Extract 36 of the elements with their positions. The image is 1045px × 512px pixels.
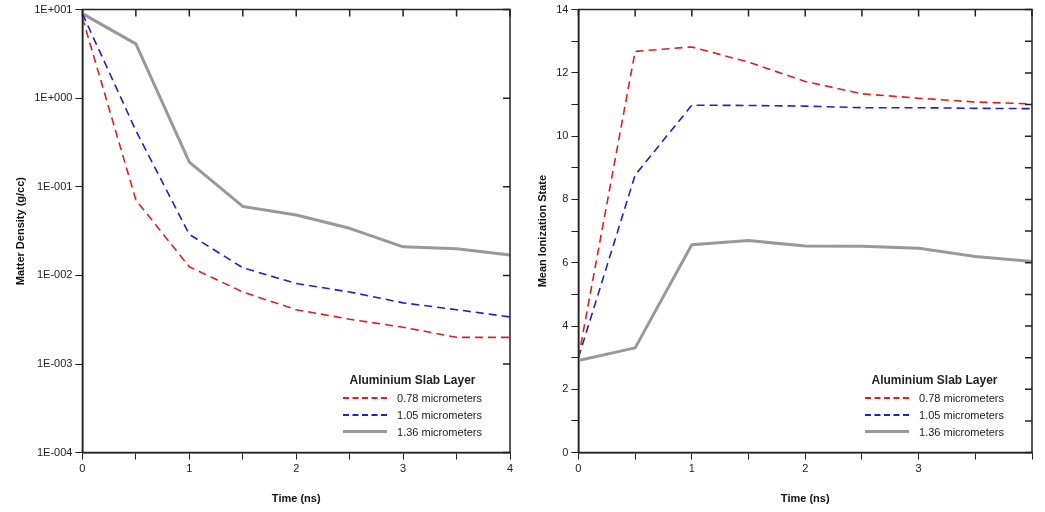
y-tick-label: 8 (562, 192, 569, 205)
x-tick-label: 3 (915, 462, 922, 475)
x-axis-title: Time (ns) (780, 492, 830, 505)
y-axis-title: Matter Density (g/cc) (13, 176, 26, 286)
x-tick-label: 3 (400, 462, 407, 475)
y-tick-label: 1E-001 (36, 179, 73, 192)
legend-title: Aluminium Slab Layer (348, 373, 477, 387)
line-series (578, 104, 1032, 359)
legend-label: 1.05 micrometers (919, 408, 1004, 421)
x-tick-label: 1 (186, 462, 193, 475)
x-tick-label: 2 (802, 462, 809, 475)
y-tick-label: 12 (556, 65, 569, 78)
y-tick-label: 2 (562, 382, 569, 395)
y-tick-label: 1E-003 (36, 357, 73, 370)
y-axis-title: Mean Ionization State (535, 174, 548, 288)
legend-label: 0.78 micrometers (397, 391, 482, 404)
x-tick-label: 0 (575, 462, 582, 475)
y-tick-label: 1E-004 (36, 445, 73, 458)
x-axis-title: Time (ns) (271, 492, 321, 505)
legend-label: 1.36 micrometers (397, 425, 482, 438)
legend-label: 1.05 micrometers (397, 408, 482, 421)
x-tick-label: 0 (79, 462, 86, 475)
legend-title: Aluminium Slab Layer (870, 373, 999, 387)
y-tick-label: 4 (562, 319, 569, 332)
x-tick-label: 1 (688, 462, 695, 475)
y-tick-label: 1E+001 (34, 2, 73, 15)
y-tick-label: 14 (556, 2, 569, 15)
y-tick-label: 1E+000 (34, 91, 73, 104)
legend-label: 0.78 micrometers (919, 391, 1004, 404)
y-tick-label: 10 (556, 129, 569, 142)
y-tick-label: 1E-002 (36, 268, 73, 281)
y-tick-label: 0 (562, 445, 569, 458)
x-tick-label: 4 (506, 462, 514, 475)
y-tick-label: 6 (562, 255, 569, 268)
legend-label: 1.36 micrometers (919, 425, 1004, 438)
x-tick-label: 2 (293, 462, 300, 475)
